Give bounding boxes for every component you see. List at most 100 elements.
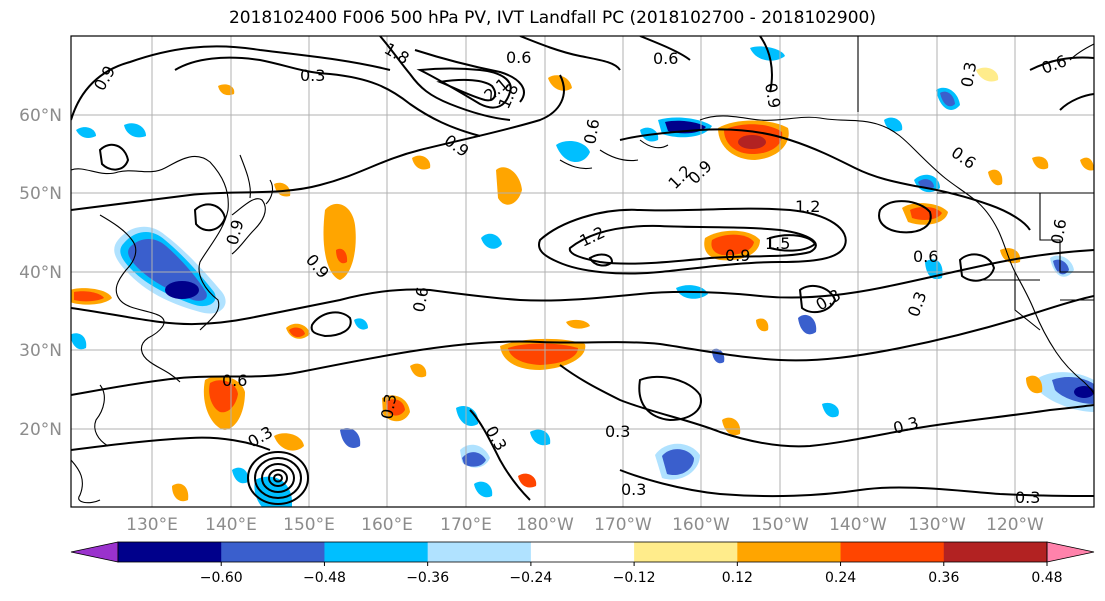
negative-anomaly-region	[71, 333, 87, 350]
positive-anomaly-region	[566, 319, 590, 329]
colorbar-tick-label: −0.60	[200, 570, 243, 586]
colorbar-tick-label: 0.36	[928, 570, 959, 586]
negative-anomaly-region	[474, 481, 493, 498]
contour-label: 0.3	[904, 289, 931, 319]
lat-label: 20°N	[19, 420, 62, 440]
positive-anomaly-region	[74, 291, 104, 302]
negative-anomaly-region	[936, 87, 960, 110]
lat-label: 30°N	[19, 341, 62, 361]
negative-anomaly-region	[354, 318, 368, 330]
lon-label: 180°W	[516, 515, 574, 535]
contour-label: 0.6	[653, 49, 678, 68]
lon-label: 150°E	[283, 515, 335, 535]
cyclone-contours	[247, 451, 309, 505]
pv-contours	[71, 36, 1094, 501]
positive-anomaly-region	[704, 230, 760, 261]
contour-label: 0.3	[1015, 488, 1040, 507]
positive-anomaly-region	[274, 433, 304, 451]
contour-label: 0.6	[506, 48, 531, 67]
contour-label: 1.2	[664, 161, 695, 192]
positive-anomaly-region	[382, 395, 410, 422]
contour-label: 0.6	[409, 285, 432, 313]
colorbar-outline	[117, 541, 1048, 563]
colorbar-cell	[530, 542, 635, 562]
map-frame	[70, 35, 1095, 508]
colorbar-tick-label: −0.12	[613, 570, 656, 586]
positive-anomaly-region	[518, 473, 537, 488]
contour-label: 0.3	[891, 413, 921, 438]
positive-anomaly-region	[336, 248, 348, 264]
colorbar-tick-label: −0.48	[303, 570, 346, 586]
contour-label: 0.3	[605, 422, 630, 441]
lon-label: 130°E	[126, 515, 178, 535]
negative-anomaly-region	[481, 233, 502, 249]
positive-anomaly-region	[976, 67, 999, 82]
negative-anomaly-region	[124, 123, 146, 138]
lon-label: 170°W	[594, 515, 652, 535]
colorbar-tick-label: 0.48	[1031, 570, 1062, 586]
negative-anomaly-region	[655, 443, 700, 480]
negative-anomaly-region	[460, 444, 490, 468]
contour-label: 0.9	[441, 131, 473, 161]
negative-anomaly-region	[76, 127, 96, 138]
colorbar-cell	[118, 542, 222, 562]
colorbar-extend-high	[1046, 541, 1095, 563]
negative-anomaly-region	[750, 46, 785, 61]
shaded-field	[71, 46, 1094, 507]
latitude-labels: 20°N 30°N 40°N 50°N 60°N	[19, 106, 62, 440]
contour-label: 0.9	[725, 246, 750, 265]
lat-label: 40°N	[19, 263, 62, 283]
colorbar-cell	[943, 542, 1048, 562]
positive-anomaly-region	[500, 338, 586, 370]
contour-label: 0.3	[377, 392, 400, 420]
positive-anomaly-region	[218, 84, 235, 96]
negative-anomaly-region	[884, 117, 903, 132]
positive-anomaly-region	[1080, 157, 1094, 171]
map-gridlines	[71, 36, 1094, 507]
negative-anomaly-region	[232, 467, 249, 484]
positive-anomaly-region	[548, 75, 572, 91]
positive-anomaly-region	[323, 203, 356, 280]
contour-label: 0.3	[245, 422, 277, 451]
positive-anomaly-region	[718, 120, 789, 160]
contour-label: 0.9	[761, 81, 784, 109]
positive-anomaly-region	[1032, 156, 1049, 170]
negative-anomaly-region	[456, 405, 479, 427]
colorbar-tick-label: 0.12	[722, 570, 753, 586]
negative-anomaly-region	[556, 140, 590, 163]
contour-label: 0.6	[222, 371, 247, 390]
colorbar-cell	[634, 542, 738, 562]
positive-anomaly-region	[496, 167, 522, 205]
contour-label: 1.5	[765, 234, 790, 253]
contour-label: 0.6	[1047, 217, 1070, 245]
positive-anomaly-region	[412, 155, 431, 170]
colorbar: −0.60 −0.48 −0.36 −0.24 −0.12 0.12 0.24 0.36 0.4…	[70, 541, 1095, 586]
contour-label: 0.3	[300, 66, 325, 85]
lon-label: 160°E	[361, 515, 413, 535]
lat-label: 50°N	[19, 184, 62, 204]
longitude-labels: 130°E 140°E 150°E 160°E 170°E 180°W 170°…	[126, 515, 1044, 535]
negative-anomaly-region	[1050, 255, 1074, 277]
colorbar-cell	[737, 542, 842, 562]
colorbar-tick-label: −0.36	[406, 570, 449, 586]
contour-label: 0.3	[482, 423, 511, 455]
lon-label: 150°W	[751, 515, 809, 535]
positive-anomaly-region	[1026, 375, 1043, 394]
contour-label: 0.6	[913, 247, 938, 266]
contour-label: 1.2	[795, 197, 820, 216]
positive-anomaly-region	[722, 417, 741, 436]
negative-anomaly-region	[530, 429, 551, 446]
positive-anomaly-region	[988, 169, 1003, 186]
negative-anomaly-region	[712, 348, 725, 364]
colorbar-tick-label: 0.24	[825, 570, 856, 586]
lon-label: 130°W	[908, 515, 966, 535]
positive-anomaly-region	[172, 483, 189, 502]
contour-labels: 0.9 0.3 1.8 2.1 1.8 0.9 0.6 0.6 0.6 0.9 …	[90, 39, 1070, 507]
positive-anomaly-region	[410, 363, 427, 378]
colorbar-extend-low	[70, 541, 119, 563]
negative-anomaly-region	[658, 117, 712, 138]
contour-label: 0.6	[948, 143, 980, 173]
contour-label: 0.6	[580, 117, 603, 145]
lon-label: 120°W	[986, 515, 1044, 535]
